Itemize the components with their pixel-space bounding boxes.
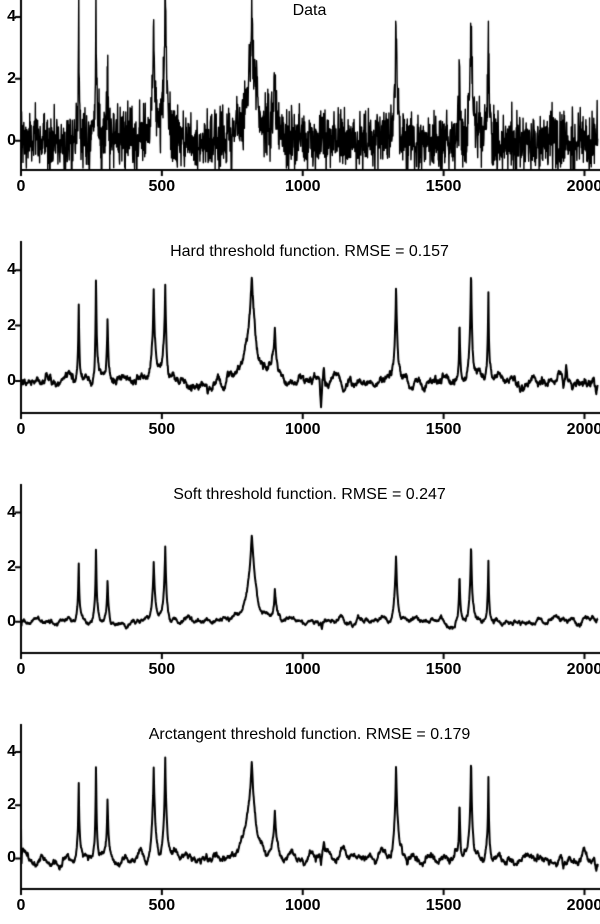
x-tick-label: 0	[16, 421, 26, 438]
y-tick-label: 4	[7, 261, 16, 279]
plot-title-hard-threshold: Hard threshold function. RMSE = 0.157	[170, 243, 449, 260]
x-tick-label: 1500	[425, 661, 462, 678]
y-tick-label: 2	[7, 796, 16, 814]
y-tick-label: 4	[7, 742, 16, 760]
y-tick-label: 2	[7, 316, 16, 334]
x-tick-label: 500	[148, 897, 176, 914]
y-tick-label: 4	[7, 503, 16, 521]
arctangent-threshold-plot-canvas	[0, 688, 600, 924]
x-tick-label: 2000	[566, 897, 600, 914]
y-tick-label: 0	[7, 372, 16, 390]
panel-soft-threshold: Soft threshold function. RMSE = 0.247 0 5…	[0, 448, 600, 688]
x-tick-label: 2000	[566, 178, 600, 195]
y-tick-label: 4	[7, 8, 16, 25]
x-tick-label: 1000	[284, 178, 321, 195]
x-tick-label: 2000	[566, 421, 600, 438]
x-tick-label: 1500	[425, 421, 462, 438]
x-tick-label: 500	[148, 178, 176, 195]
hard-threshold-plot-canvas	[0, 205, 600, 448]
soft-threshold-plot-canvas	[0, 448, 600, 688]
x-tick-label: 1500	[425, 897, 462, 914]
y-tick-label: 0	[7, 612, 16, 630]
panel-arctangent-threshold: Arctangent threshold function. RMSE = 0.…	[0, 688, 600, 924]
y-tick-label: 2	[7, 69, 16, 87]
x-tick-label: 2000	[566, 661, 600, 678]
plot-title-arctangent-threshold: Arctangent threshold function. RMSE = 0.…	[148, 726, 471, 743]
x-tick-label: 500	[148, 421, 176, 438]
x-tick-label: 1000	[284, 421, 321, 438]
y-tick-label: 2	[7, 558, 16, 576]
x-tick-label: 0	[16, 178, 26, 195]
plot-title-data: Data	[292, 2, 327, 19]
panel-data: Data 0 500 1000 1500 2000 0 2 4	[0, 0, 600, 205]
y-tick-label: 0	[7, 131, 16, 149]
panel-hard-threshold: Hard threshold function. RMSE = 0.157 0 5…	[0, 205, 600, 448]
x-tick-label: 1000	[284, 897, 321, 914]
x-tick-label: 1500	[425, 178, 462, 195]
x-tick-label: 0	[16, 897, 26, 914]
plot-title-soft-threshold: Soft threshold function. RMSE = 0.247	[173, 486, 446, 503]
x-tick-label: 0	[16, 661, 26, 678]
x-tick-label: 500	[148, 661, 176, 678]
data-plot-canvas	[0, 0, 600, 205]
x-tick-label: 1000	[284, 661, 321, 678]
y-tick-label: 0	[7, 849, 16, 867]
